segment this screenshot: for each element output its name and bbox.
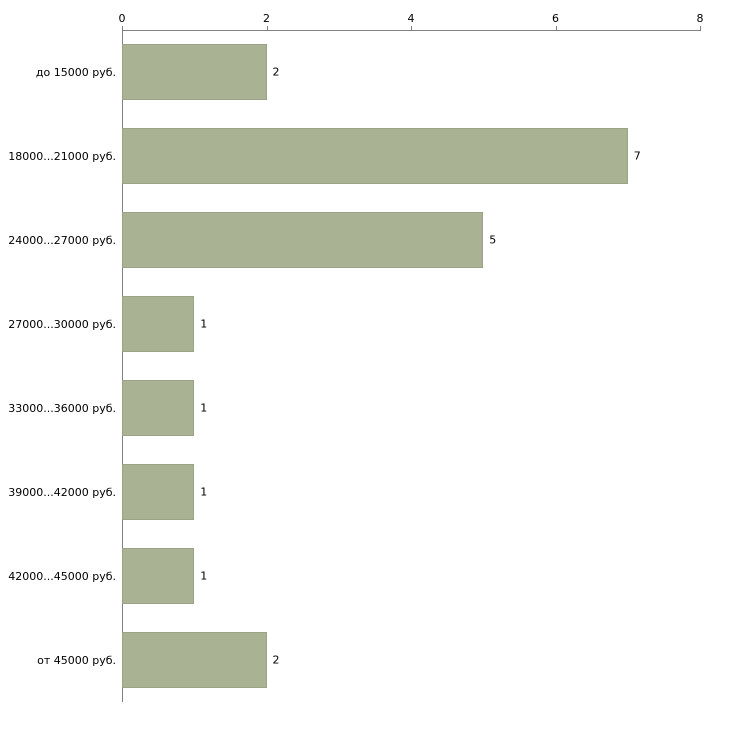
value-label: 2 xyxy=(272,65,280,79)
value-label: 1 xyxy=(200,317,208,331)
value-label: 1 xyxy=(200,401,208,415)
x-axis-line xyxy=(122,30,701,31)
bar-track: 7 xyxy=(122,128,700,184)
value-label: 1 xyxy=(200,569,208,583)
category-label: до 15000 руб. xyxy=(35,65,116,79)
bar-track: 1 xyxy=(122,380,700,436)
bar xyxy=(122,548,195,604)
chart-row: 27000...30000 руб. 1 xyxy=(0,282,730,366)
bar xyxy=(122,44,267,100)
chart-row: 42000...45000 руб. 1 xyxy=(0,534,730,618)
x-tick-label: 0 xyxy=(118,12,126,25)
bar xyxy=(122,464,195,520)
value-label: 2 xyxy=(272,653,280,667)
x-tick-mark xyxy=(122,26,123,30)
x-tick-label: 6 xyxy=(552,12,559,25)
bar xyxy=(122,380,195,436)
x-axis-tick-labels: 0 2 4 6 8 xyxy=(118,12,704,25)
x-tick-mark xyxy=(411,26,412,30)
category-label: 33000...36000 руб. xyxy=(8,401,116,415)
chart-row: 39000...42000 руб. 1 xyxy=(0,450,730,534)
bar xyxy=(122,212,484,268)
category-label: 24000...27000 руб. xyxy=(8,233,116,247)
value-label: 5 xyxy=(489,233,497,247)
category-label: от 45000 руб. xyxy=(37,653,116,667)
x-tick-label: 8 xyxy=(696,12,704,25)
value-label: 1 xyxy=(200,485,208,499)
x-tick-mark xyxy=(555,26,557,30)
y-axis-line xyxy=(122,30,123,702)
x-tick-label: 2 xyxy=(263,12,270,25)
bar-track: 1 xyxy=(122,464,700,520)
chart-rows: до 15000 руб. 2 18000...21000 руб. 7 24000..… xyxy=(0,30,730,702)
x-axis-tick-marks xyxy=(122,26,701,30)
category-label: 42000...45000 руб. xyxy=(8,569,116,583)
chart-row: 33000...36000 руб. 1 xyxy=(0,366,730,450)
bar-track: 1 xyxy=(122,548,700,604)
bar-track: 2 xyxy=(122,632,700,688)
category-label: 18000...21000 руб. xyxy=(8,149,116,163)
bar xyxy=(122,128,628,184)
bar-track: 2 xyxy=(122,44,700,100)
chart-row: 24000...27000 руб. 5 xyxy=(0,198,730,282)
x-tick-label: 4 xyxy=(407,12,415,25)
value-label: 7 xyxy=(633,149,641,163)
category-label: 27000...30000 руб. xyxy=(8,317,116,331)
bar-track: 5 xyxy=(122,212,700,268)
x-tick-mark xyxy=(266,26,268,30)
chart-row: до 15000 руб. 2 xyxy=(0,30,730,114)
bar xyxy=(122,296,195,352)
chart-row: от 45000 руб. 2 xyxy=(0,618,730,702)
chart-row: 18000...21000 руб. 7 xyxy=(0,114,730,198)
bar xyxy=(122,632,267,688)
x-tick-mark xyxy=(700,26,701,30)
bar-track: 1 xyxy=(122,296,700,352)
category-label: 39000...42000 руб. xyxy=(8,485,116,499)
